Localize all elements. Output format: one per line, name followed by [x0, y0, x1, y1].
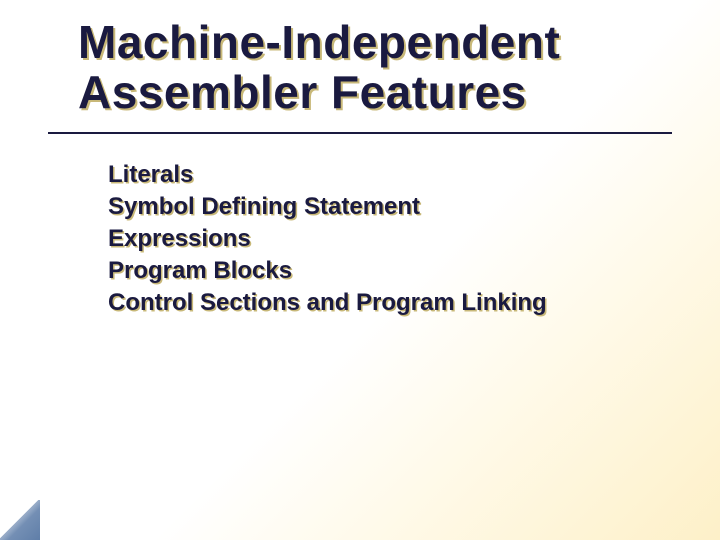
title-line-2: Assembler Features: [78, 66, 527, 118]
title-underline: [48, 132, 672, 134]
list-item: Control Sections and Program Linking: [108, 288, 588, 318]
slide: Machine-Independent Assembler Features L…: [0, 0, 720, 540]
slide-title: Machine-Independent Assembler Features: [78, 18, 638, 117]
list-item: Symbol Defining Statement: [108, 192, 588, 222]
title-block: Machine-Independent Assembler Features: [78, 18, 638, 117]
list-item: Program Blocks: [108, 256, 588, 286]
page-fold-icon: [0, 500, 40, 540]
title-line-1: Machine-Independent: [78, 16, 560, 68]
body-block: Literals Symbol Defining Statement Expre…: [108, 160, 588, 320]
list-item: Expressions: [108, 224, 588, 254]
list-item: Literals: [108, 160, 588, 190]
